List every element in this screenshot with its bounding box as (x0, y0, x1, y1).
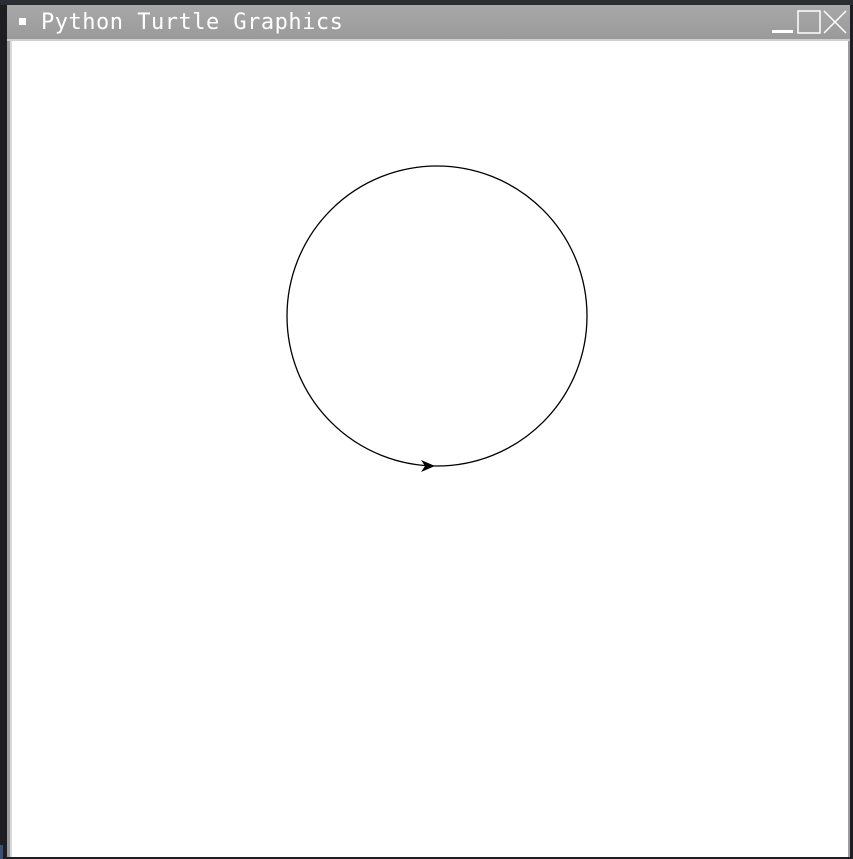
minimize-button[interactable] (770, 9, 796, 35)
turtle-drawing-canvas[interactable] (12, 41, 848, 857)
turtle-canvas-area[interactable] (10, 41, 848, 857)
maximize-button[interactable] (796, 9, 822, 35)
arrow-cursor-icon (421, 460, 435, 472)
maximize-icon (797, 10, 821, 34)
desktop-edge-marker (0, 845, 3, 859)
window-controls (770, 9, 848, 35)
close-button[interactable] (822, 9, 848, 35)
turtle-window: Python Turtle Graphics (7, 5, 850, 857)
desktop-top-strip (0, 0, 853, 5)
title-bar[interactable]: Python Turtle Graphics (7, 5, 850, 41)
minimize-icon (772, 30, 793, 33)
close-icon (823, 10, 847, 34)
window-menu-icon[interactable] (19, 18, 26, 25)
window-title: Python Turtle Graphics (41, 10, 344, 35)
drawn-circle (286, 165, 588, 467)
